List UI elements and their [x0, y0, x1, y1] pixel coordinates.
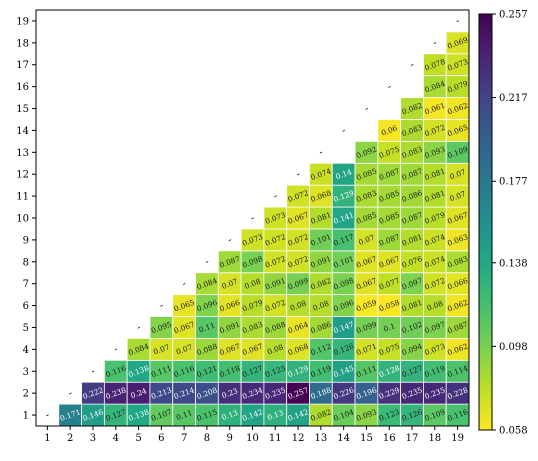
diagonal-markers: - - - - - - - - - - - - - - - - - - -: [43, 16, 462, 421]
diagonal-marker: -: [180, 279, 188, 290]
colorbar-tick-label: 0.257: [499, 10, 528, 21]
y-tick-label: 9: [23, 235, 29, 246]
y-tick-label: 13: [16, 148, 29, 159]
diagonal-marker: -: [43, 410, 51, 421]
diagonal-marker: -: [66, 388, 74, 399]
colorbar-tick-label: 0.138: [499, 258, 528, 269]
y-tick-label: 18: [16, 38, 29, 49]
x-tick-label: 16: [383, 433, 396, 444]
diagonal-marker: -: [249, 213, 257, 224]
diagonal-marker: -: [340, 125, 348, 136]
diagonal-marker: -: [408, 60, 416, 71]
y-tick-label: 11: [16, 192, 29, 203]
y-tick-label: 2: [23, 389, 29, 400]
colorbar: [478, 13, 493, 431]
x-tick-label: 5: [135, 433, 141, 444]
x-tick-label: 1: [44, 433, 50, 444]
x-tick-label: 14: [337, 433, 350, 444]
diagonal-marker: -: [135, 322, 143, 333]
y-tick-label: 10: [16, 214, 29, 225]
colorbar-axis: 0.058 0.098 0.138 0.177 0.217 0.257: [492, 10, 528, 437]
x-tick-label: 6: [158, 433, 164, 444]
diagonal-marker: -: [431, 38, 439, 49]
diagonal-marker: -: [294, 169, 302, 180]
colorbar-tick-label: 0.177: [499, 177, 528, 188]
diagonal-marker: -: [226, 235, 234, 246]
diagonal-marker: -: [112, 344, 120, 355]
x-tick-label: 11: [269, 433, 282, 444]
cell-value-label: 0.1: [382, 321, 396, 333]
y-tick-label: 12: [16, 170, 29, 181]
y-tick-label: 5: [23, 323, 29, 334]
y-tick-label: 1: [23, 411, 29, 422]
diagonal-marker: -: [203, 257, 211, 268]
colorbar-tick-label: 0.058: [499, 426, 528, 437]
x-tick-label: 12: [292, 433, 305, 444]
diagonal-marker: -: [362, 103, 370, 114]
x-tick-label: 9: [227, 433, 233, 444]
y-tick-label: 17: [16, 60, 29, 71]
x-tick-label: 10: [246, 433, 259, 444]
x-tick-label: 7: [181, 433, 187, 444]
colorbar-tick-label: 0.098: [499, 342, 528, 353]
y-tick-label: 19: [16, 16, 29, 27]
diagonal-marker: -: [271, 191, 279, 202]
colorbar-tick-label: 0.217: [499, 93, 528, 104]
y-tick-label: 16: [16, 82, 29, 93]
y-tick-label: 14: [16, 126, 29, 137]
diagonal-marker: -: [317, 147, 325, 158]
y-tick-label: 8: [23, 257, 29, 268]
x-tick-label: 13: [315, 433, 328, 444]
y-tick-label: 4: [23, 345, 29, 356]
x-tick-label: 17: [406, 433, 419, 444]
x-tick-label: 18: [428, 433, 441, 444]
y-tick-label: 6: [23, 301, 29, 312]
diagonal-marker: -: [157, 300, 165, 311]
x-tick-label: 15: [360, 433, 373, 444]
diagonal-marker: -: [385, 81, 393, 92]
x-tick-label: 4: [113, 433, 119, 444]
diagonal-marker: -: [89, 366, 97, 377]
diagonal-marker: -: [454, 16, 462, 27]
x-tick-label: 8: [204, 433, 210, 444]
x-tick-label: 19: [451, 433, 464, 444]
x-tick-label: 3: [90, 433, 96, 444]
x-tick-label: 2: [67, 433, 73, 444]
y-tick-label: 15: [16, 104, 29, 115]
y-tick-label: 7: [23, 279, 29, 290]
x-axis: 1 2 3 4 5 6 7 8 9 10 11 12 13 14 15 16 17 18 19: [44, 426, 464, 444]
y-tick-label: 3: [23, 367, 29, 378]
